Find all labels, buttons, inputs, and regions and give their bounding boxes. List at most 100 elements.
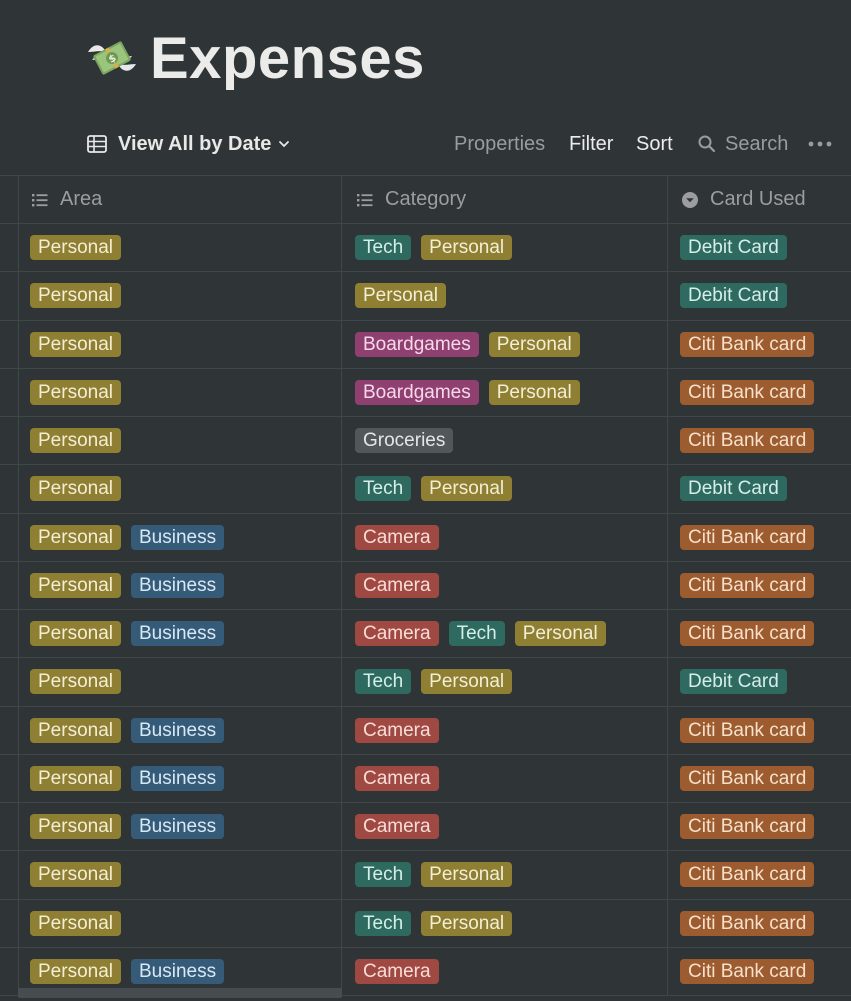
tag-debit-card[interactable]: Debit Card — [680, 283, 787, 309]
tag-citi-bank-card[interactable]: Citi Bank card — [680, 958, 815, 984]
tag-personal[interactable]: Personal — [514, 621, 606, 647]
area-cell[interactable]: Personal Business — [18, 561, 342, 609]
tag-personal[interactable]: Personal — [30, 476, 121, 502]
tag-personal[interactable]: Personal — [30, 572, 121, 598]
tag-citi-bank-card[interactable]: Citi Bank card — [680, 717, 815, 743]
category-cell[interactable]: Tech Personal — [341, 465, 668, 513]
column-header-card-used[interactable]: Card Used — [667, 176, 851, 223]
tag-personal[interactable]: Personal — [30, 717, 121, 743]
area-cell[interactable]: Personal Business — [18, 803, 342, 851]
table-row[interactable]: Personal Business Camera Citi Bank card — [0, 561, 851, 610]
search-button[interactable]: Search — [697, 130, 788, 158]
tag-personal[interactable]: Personal — [30, 621, 121, 647]
table-row[interactable]: Personal Boardgames Personal Citi Bank card — [0, 368, 851, 417]
tag-tech[interactable]: Tech — [355, 862, 412, 888]
category-cell[interactable]: Tech Personal — [341, 899, 668, 947]
tag-personal[interactable]: Personal — [30, 283, 121, 309]
card-used-cell[interactable]: Debit Card — [667, 272, 851, 320]
horizontal-scrollbar[interactable] — [18, 988, 342, 998]
page-title[interactable]: Expenses — [150, 25, 425, 91]
area-cell[interactable]: Personal Business — [18, 754, 342, 802]
tag-tech[interactable]: Tech — [355, 235, 412, 261]
area-cell[interactable]: Personal Business — [18, 947, 342, 995]
card-used-cell[interactable]: Citi Bank card — [667, 706, 851, 754]
tag-boardgames[interactable]: Boardgames — [355, 379, 479, 405]
area-cell[interactable]: Personal Business — [18, 513, 342, 561]
category-cell[interactable]: Camera — [341, 706, 668, 754]
column-header-area[interactable]: Area — [18, 176, 342, 223]
table-row[interactable]: Personal Tech Personal Citi Bank card — [0, 899, 851, 948]
card-used-cell[interactable]: Citi Bank card — [667, 754, 851, 802]
category-cell[interactable]: Camera — [341, 513, 668, 561]
category-cell[interactable]: Camera — [341, 803, 668, 851]
card-used-cell[interactable]: Citi Bank card — [667, 561, 851, 609]
table-row[interactable]: Personal Tech Personal Debit Card — [0, 224, 851, 273]
tag-groceries[interactable]: Groceries — [355, 428, 454, 454]
category-cell[interactable]: Camera — [341, 754, 668, 802]
tag-camera[interactable]: Camera — [355, 765, 439, 791]
sort-button[interactable]: Sort — [636, 132, 673, 155]
area-cell[interactable]: Personal — [18, 851, 342, 899]
area-cell[interactable]: Personal — [18, 368, 342, 416]
tag-personal[interactable]: Personal — [30, 524, 121, 550]
table-row[interactable]: Personal Tech Personal Debit Card — [0, 465, 851, 514]
tag-citi-bank-card[interactable]: Citi Bank card — [680, 331, 815, 357]
tag-citi-bank-card[interactable]: Citi Bank card — [680, 428, 815, 454]
category-cell[interactable]: Groceries — [341, 417, 668, 465]
table-row[interactable]: Personal Business Camera Citi Bank card — [0, 947, 851, 996]
tag-debit-card[interactable]: Debit Card — [680, 235, 787, 261]
card-used-cell[interactable]: Citi Bank card — [667, 320, 851, 368]
table-row[interactable]: Personal Tech Personal Citi Bank card — [0, 851, 851, 900]
tag-citi-bank-card[interactable]: Citi Bank card — [680, 621, 815, 647]
tag-camera[interactable]: Camera — [355, 621, 439, 647]
category-cell[interactable]: Camera — [341, 561, 668, 609]
tag-personal[interactable]: Personal — [30, 910, 121, 936]
tag-tech[interactable]: Tech — [355, 669, 412, 695]
category-cell[interactable]: Boardgames Personal — [341, 368, 668, 416]
tag-business[interactable]: Business — [131, 765, 225, 791]
category-cell[interactable]: Camera Tech Personal — [341, 610, 668, 658]
tag-personal[interactable]: Personal — [488, 331, 580, 357]
tag-personal[interactable]: Personal — [355, 283, 446, 309]
card-used-cell[interactable]: Citi Bank card — [667, 899, 851, 947]
card-used-cell[interactable]: Citi Bank card — [667, 851, 851, 899]
tag-personal[interactable]: Personal — [30, 379, 121, 405]
view-switcher[interactable]: View All by Date — [86, 130, 291, 158]
tag-personal[interactable]: Personal — [30, 814, 121, 840]
card-used-cell[interactable]: Citi Bank card — [667, 947, 851, 995]
card-used-cell[interactable]: Debit Card — [667, 465, 851, 513]
card-used-cell[interactable]: Citi Bank card — [667, 417, 851, 465]
tag-personal[interactable]: Personal — [421, 669, 513, 695]
tag-personal[interactable]: Personal — [421, 235, 513, 261]
table-row[interactable]: Personal Business Camera Citi Bank card — [0, 754, 851, 803]
tag-citi-bank-card[interactable]: Citi Bank card — [680, 524, 815, 550]
card-used-cell[interactable]: Citi Bank card — [667, 610, 851, 658]
tag-camera[interactable]: Camera — [355, 572, 439, 598]
tag-citi-bank-card[interactable]: Citi Bank card — [680, 379, 815, 405]
tag-camera[interactable]: Camera — [355, 958, 439, 984]
tag-camera[interactable]: Camera — [355, 524, 439, 550]
tag-business[interactable]: Business — [131, 958, 225, 984]
tag-citi-bank-card[interactable]: Citi Bank card — [680, 862, 815, 888]
tag-citi-bank-card[interactable]: Citi Bank card — [680, 572, 815, 598]
card-used-cell[interactable]: Citi Bank card — [667, 368, 851, 416]
tag-citi-bank-card[interactable]: Citi Bank card — [680, 910, 815, 936]
area-cell[interactable]: Personal — [18, 417, 342, 465]
area-cell[interactable]: Personal — [18, 272, 342, 320]
area-cell[interactable]: Personal Business — [18, 706, 342, 754]
tag-personal[interactable]: Personal — [30, 428, 121, 454]
table-row[interactable]: Personal Groceries Citi Bank card — [0, 417, 851, 466]
tag-personal[interactable]: Personal — [30, 235, 121, 261]
tag-business[interactable]: Business — [131, 717, 225, 743]
properties-button[interactable]: Properties — [454, 132, 546, 155]
tag-personal[interactable]: Personal — [30, 765, 121, 791]
tag-personal[interactable]: Personal — [421, 910, 513, 936]
tag-boardgames[interactable]: Boardgames — [355, 331, 479, 357]
tag-debit-card[interactable]: Debit Card — [680, 669, 787, 695]
category-cell[interactable]: Tech Personal — [341, 851, 668, 899]
tag-personal[interactable]: Personal — [30, 862, 121, 888]
card-used-cell[interactable]: Debit Card — [667, 224, 851, 272]
area-cell[interactable]: Personal Business — [18, 610, 342, 658]
tag-business[interactable]: Business — [131, 572, 225, 598]
card-used-cell[interactable]: Debit Card — [667, 658, 851, 706]
